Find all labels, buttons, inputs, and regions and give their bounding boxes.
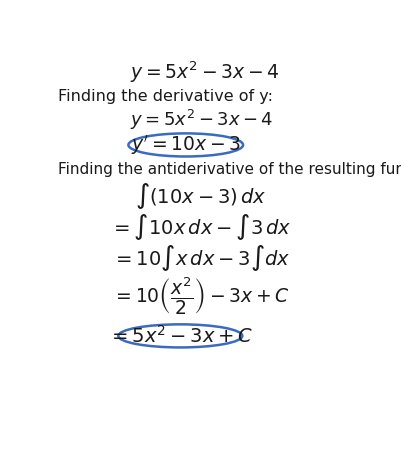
Text: $\int (10x - 3)\,dx$: $\int (10x - 3)\,dx$ <box>136 181 267 212</box>
Text: Finding the antiderivative of the resulting function:: Finding the antiderivative of the result… <box>58 162 401 177</box>
Text: $= 10 \int x\,dx - 3 \int dx$: $= 10 \int x\,dx - 3 \int dx$ <box>112 243 290 273</box>
Text: $= 10\left(\dfrac{x^2}{2}\right) - 3x + C$: $= 10\left(\dfrac{x^2}{2}\right) - 3x + … <box>112 276 290 317</box>
Text: $= 5x^2 - 3x + C$: $= 5x^2 - 3x + C$ <box>107 325 253 347</box>
Text: Finding the derivative of y:: Finding the derivative of y: <box>58 89 273 104</box>
Text: $y = 5x^2 - 3x - 4$: $y = 5x^2 - 3x - 4$ <box>130 108 273 133</box>
Text: $= \int 10x\,dx - \int 3\,dx$: $= \int 10x\,dx - \int 3\,dx$ <box>110 213 292 242</box>
Text: $y' = 10x - 3$: $y' = 10x - 3$ <box>131 133 241 157</box>
Text: $y = 5x^2 - 3x - 4$: $y = 5x^2 - 3x - 4$ <box>130 59 280 85</box>
